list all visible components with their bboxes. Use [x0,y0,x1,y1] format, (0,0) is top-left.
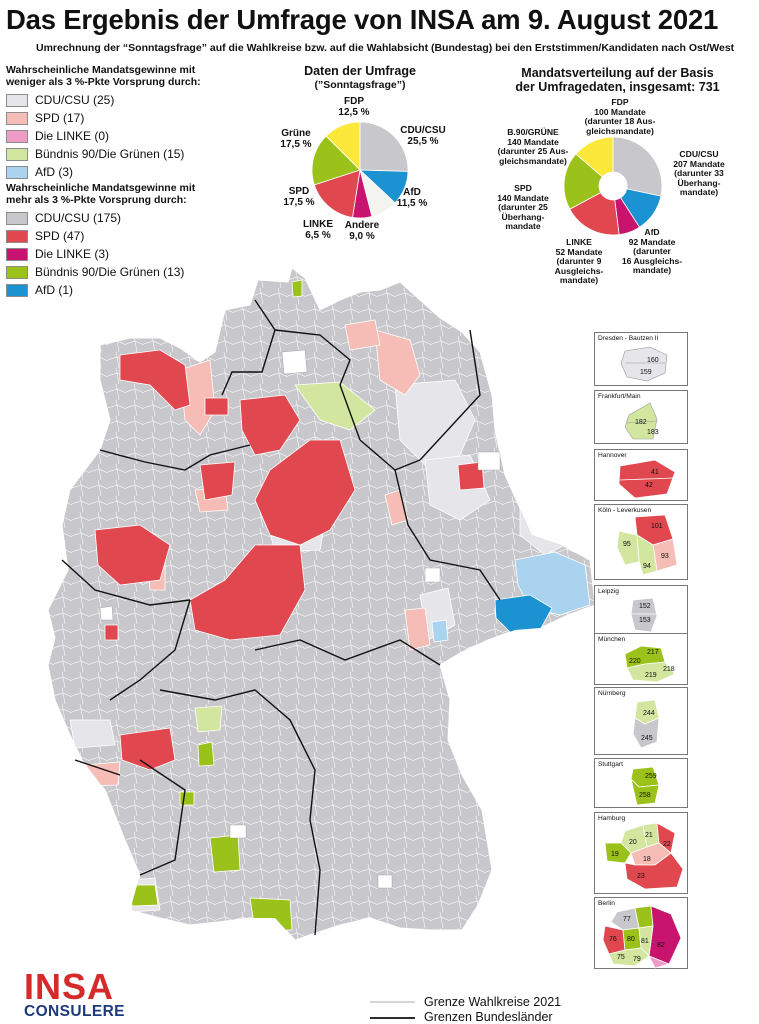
survey-slice-cdu-csu [359,121,409,172]
survey-label-fdp: FDP 12,5 % [338,96,370,118]
page-subtitle: Umrechnung der “Sonntagsfrage” auf die W… [36,42,735,54]
survey-slice-spd [313,169,361,218]
inset-leipzig: Leipzig 152 153 [594,585,688,635]
inset-koeln: Köln - Leverkusen 101 95 93 94 [594,504,688,580]
seats-donut-chart [563,136,663,236]
survey-label-afd: AfD 11,5 % [396,187,428,209]
inset-hamburg: Hamburg 21 20 22 19 18 23 [594,812,688,894]
legend-swatch [6,229,28,243]
survey-label-andere: Andere 9,0 % [344,220,380,242]
survey-slice-fdp [325,121,361,171]
legend-item: Bündnis 90/Die Grünen (15) [6,145,221,163]
survey-chart-subtitle: (”Sonntagsfrage”) [314,79,406,91]
seats-chart-title: Mandatsverteilung auf der Basis der Umfra… [515,66,720,94]
inset-hannover: Hannover 41 42 [594,449,688,501]
seats-label-gruene: B.90/GRÜNE 140 Mandate (darunter 25 Aus-gl… [497,127,569,166]
survey-label-gruene: Grüne 17,5 % [280,128,312,150]
legend-weak-heading: Wahrscheinliche Mandatsgewinne mit wenig… [6,64,201,88]
legend-item: SPD (47) [6,227,221,245]
survey-label-spd: SPD 17,5 % [283,186,315,208]
survey-slice-gr-ne [311,135,361,186]
legend-item: AfD (3) [6,163,221,181]
seats-label-fdp: FDP 100 Mandate (darunter 18 Aus-gleichsma… [584,97,656,136]
legend-swatch [6,283,28,297]
inset-muenchen: München 217 220 218 219 [594,633,688,685]
insa-logo: INSA CONSULERE [24,966,164,1020]
legend-strong-heading: Wahrscheinliche Mandatsgewinne mit mehr … [6,182,196,206]
legend-swatch [6,265,28,279]
seats-label-cdu: CDU/CSU 207 Mandate (darunter 33 Überhang-m… [673,149,725,198]
inset-berlin: Berlin 77 76 80 81 82 75 79 [594,897,688,969]
legend-item: CDU/CSU (25) [6,91,221,109]
legend-item: Die LINKE (0) [6,127,221,145]
legend-weak-list: CDU/CSU (25) SPD (17) Die LINKE (0) Bünd… [6,91,221,181]
footer-state-label: Grenzen Bundesländer [424,1010,553,1024]
seats-slice-cdu-csu [612,136,663,197]
survey-pie-chart [311,121,409,219]
seats-label-afd: AfD 92 Mandate (darunter 16 Ausgleichs-mand… [621,227,683,276]
legend-item: CDU/CSU (175) [6,209,221,227]
seats-label-spd: SPD 140 Mandate (darunter 25 Überhang-manda… [497,183,549,232]
legend-strong-list: CDU/CSU (175) SPD (47) Die LINKE (3) Bün… [6,209,221,299]
legend-swatch [6,165,28,179]
seats-slice-b-90-gr-ne [563,153,603,210]
survey-label-cdu: CDU/CSU 25,5 % [400,125,446,147]
seats-label-linke: LINKE 52 Mandate (darunter 9 Ausgleichs-man… [554,237,604,286]
legend-item: Bündnis 90/Die Grünen (13) [6,263,221,281]
legend-item: AfD (1) [6,281,221,299]
logo-insa-word: INSA [24,966,115,1007]
legend-item: SPD (17) [6,109,221,127]
legend-swatch [6,111,28,125]
logo-consulere-word: CONSULERE [24,1003,125,1020]
seats-slice-spd [569,192,620,236]
legend-swatch [6,129,28,143]
footer-constituency-label: Grenze Wahlkreise 2021 [424,995,562,1009]
survey-chart-title: Daten der Umfrage [304,64,416,78]
legend: Wahrscheinliche Mandatsgewinne mit wenig… [6,64,221,299]
state-borders [61,299,501,936]
legend-swatch [6,147,28,161]
legend-item: Die LINKE (3) [6,245,221,263]
page-title: Das Ergebnis der Umfrage von INSA am 9. … [6,4,719,35]
inset-nuernberg: Nürnberg 244 245 [594,687,688,755]
survey-label-linke: LINKE 6,5 % [303,219,333,241]
footer-line-samples [370,1001,415,1019]
seats-slice-fdp [575,136,614,178]
map-body [47,267,596,941]
legend-swatch [6,211,28,225]
legend-swatch [6,93,28,107]
inset-dresden: Dresden - Bautzen II 160 159 [594,332,688,386]
inset-stuttgart: Stuttgart 259 258 [594,758,688,808]
inset-frankfurt: Frankfurt/Main 182 183 [594,390,688,444]
legend-swatch [6,247,28,261]
